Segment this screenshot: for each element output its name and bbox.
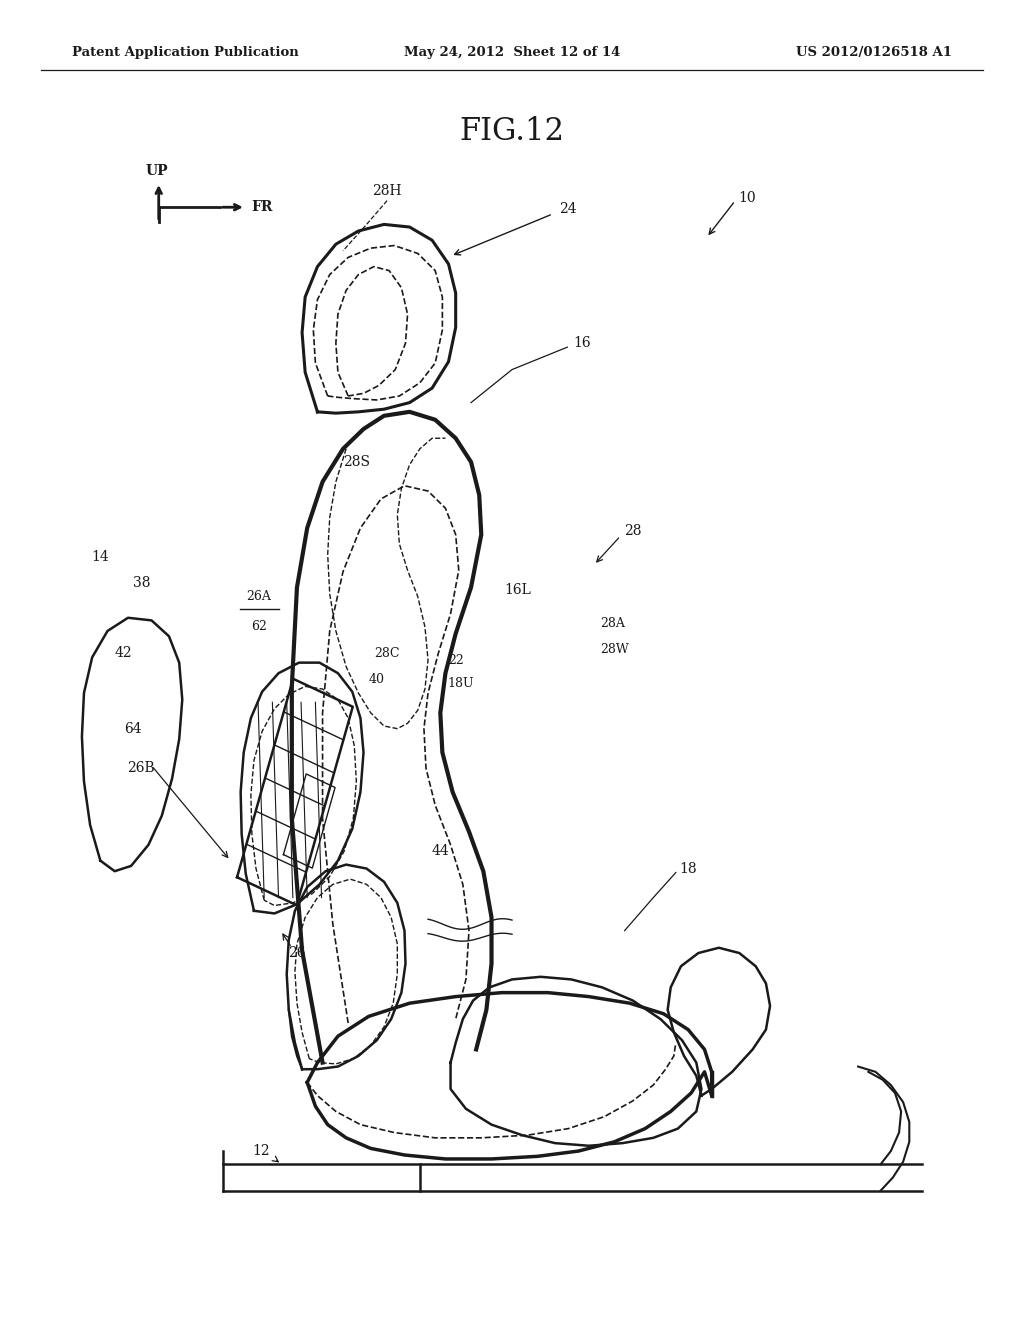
Text: 24: 24: [559, 202, 578, 215]
Text: Patent Application Publication: Patent Application Publication: [72, 46, 298, 59]
Text: 28: 28: [624, 524, 642, 537]
Text: 64: 64: [124, 722, 142, 735]
Text: 28C: 28C: [375, 647, 399, 660]
Text: UP: UP: [145, 164, 168, 178]
Text: 14: 14: [91, 550, 110, 564]
Text: 44: 44: [431, 845, 450, 858]
Text: US 2012/0126518 A1: US 2012/0126518 A1: [797, 46, 952, 59]
Text: 16L: 16L: [505, 583, 531, 597]
Text: 16: 16: [572, 337, 591, 350]
Text: 18: 18: [679, 862, 697, 875]
Text: FR: FR: [251, 201, 272, 214]
Text: 10: 10: [738, 191, 757, 205]
Text: 62: 62: [251, 620, 267, 634]
Text: 26B: 26B: [128, 762, 155, 775]
Text: 28H: 28H: [373, 185, 401, 198]
Text: 22: 22: [447, 653, 464, 667]
Text: 28W: 28W: [600, 643, 629, 656]
Text: May 24, 2012  Sheet 12 of 14: May 24, 2012 Sheet 12 of 14: [403, 46, 621, 59]
Text: FIG.12: FIG.12: [460, 116, 564, 148]
Text: 28A: 28A: [600, 616, 625, 630]
Text: 12: 12: [252, 1144, 270, 1158]
Text: 38: 38: [132, 577, 151, 590]
Text: 40: 40: [369, 673, 385, 686]
Text: 26: 26: [288, 946, 306, 960]
Text: 42: 42: [114, 647, 132, 660]
Text: 18U: 18U: [447, 677, 474, 690]
Text: 28S: 28S: [343, 455, 370, 469]
Text: 26A: 26A: [247, 590, 271, 603]
